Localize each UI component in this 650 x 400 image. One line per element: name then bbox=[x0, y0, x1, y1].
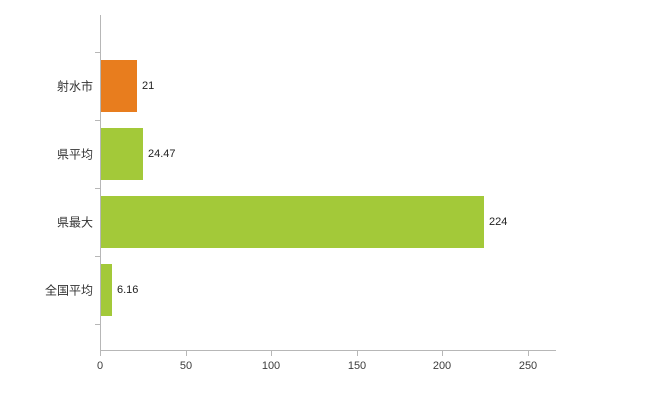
bar-2 bbox=[101, 196, 484, 248]
category-label: 県平均 bbox=[56, 147, 93, 162]
x-tick-label: 50 bbox=[179, 360, 193, 372]
x-tick-label: 150 bbox=[347, 360, 367, 372]
x-tick-label: 0 bbox=[96, 360, 104, 372]
bar-1 bbox=[101, 128, 143, 180]
y-axis-tick bbox=[95, 256, 100, 257]
category-label: 射水市 bbox=[56, 79, 93, 94]
x-axis-tick bbox=[186, 351, 187, 356]
y-axis-tick bbox=[95, 52, 100, 53]
x-tick-label: 100 bbox=[261, 360, 281, 372]
bar-3 bbox=[101, 264, 112, 316]
value-label: 21 bbox=[142, 80, 155, 92]
x-axis-tick bbox=[442, 351, 443, 356]
x-axis-tick bbox=[528, 351, 529, 356]
plot-area bbox=[100, 15, 556, 351]
category-label: 県最大 bbox=[56, 215, 93, 230]
y-axis-tick bbox=[95, 324, 100, 325]
x-axis-tick bbox=[100, 351, 101, 356]
y-axis-tick bbox=[95, 188, 100, 189]
y-axis-tick bbox=[95, 120, 100, 121]
x-tick-label: 250 bbox=[518, 360, 538, 372]
bar-0 bbox=[101, 60, 137, 112]
x-axis-tick bbox=[271, 351, 272, 356]
x-axis-tick bbox=[357, 351, 358, 356]
value-label: 24.47 bbox=[148, 148, 176, 160]
value-label: 224 bbox=[489, 216, 508, 228]
x-tick-label: 200 bbox=[432, 360, 452, 372]
value-label: 6.16 bbox=[117, 284, 139, 296]
category-label: 全国平均 bbox=[44, 283, 93, 298]
